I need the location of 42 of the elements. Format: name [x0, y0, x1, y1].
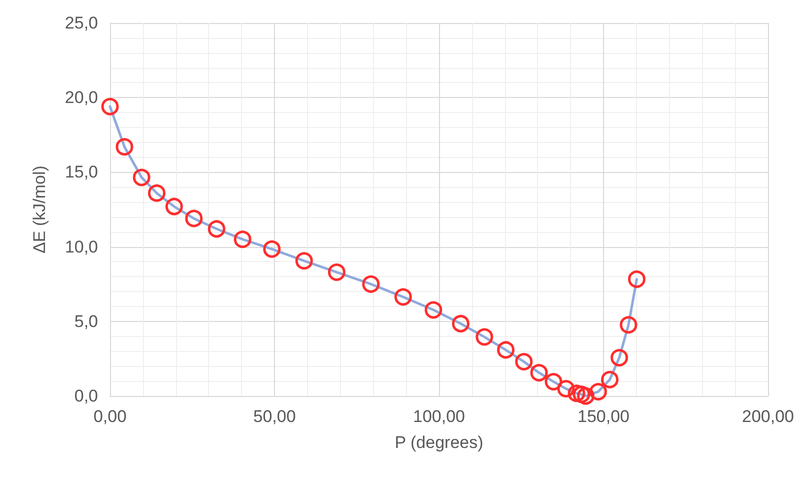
x-tick-label: 0,00 — [93, 407, 127, 426]
point — [577, 387, 594, 405]
x-tick-label: 50,00 — [253, 407, 296, 426]
y-tick-label: 10,0 — [64, 237, 98, 256]
x-tick-label: 100,00 — [413, 407, 465, 426]
point — [165, 198, 183, 216]
point — [515, 352, 533, 370]
point — [557, 380, 575, 398]
point — [628, 270, 646, 288]
point — [148, 184, 166, 202]
point — [568, 384, 586, 402]
point — [394, 288, 412, 306]
x-tick-label: 200,00 — [742, 407, 794, 426]
point — [295, 252, 313, 270]
y-tick-label: 15,0 — [64, 162, 98, 182]
point — [610, 348, 628, 366]
point — [476, 328, 494, 346]
x-tick-label: 150,00 — [578, 407, 630, 426]
point — [185, 210, 203, 228]
point — [362, 275, 380, 293]
point — [590, 382, 607, 400]
point — [101, 98, 119, 116]
point — [208, 220, 226, 238]
point — [497, 341, 515, 359]
y-axis-title: ΔE (kJ/mol) — [30, 166, 49, 254]
y-tick-label: 25,0 — [64, 14, 98, 32]
point — [620, 316, 638, 334]
point — [132, 168, 150, 186]
x-axis-title: P (degrees) — [394, 433, 484, 452]
point — [452, 314, 470, 332]
point — [530, 364, 548, 382]
y-tick-label: 0,0 — [74, 386, 98, 406]
point — [234, 230, 252, 248]
point — [263, 240, 281, 258]
y-tick-label: 20,0 — [64, 88, 98, 108]
point — [544, 372, 562, 390]
point — [572, 386, 590, 404]
point — [328, 263, 346, 281]
point — [116, 138, 134, 156]
point — [601, 370, 618, 388]
point — [424, 301, 442, 319]
y-tick-label: 5,0 — [74, 312, 98, 331]
